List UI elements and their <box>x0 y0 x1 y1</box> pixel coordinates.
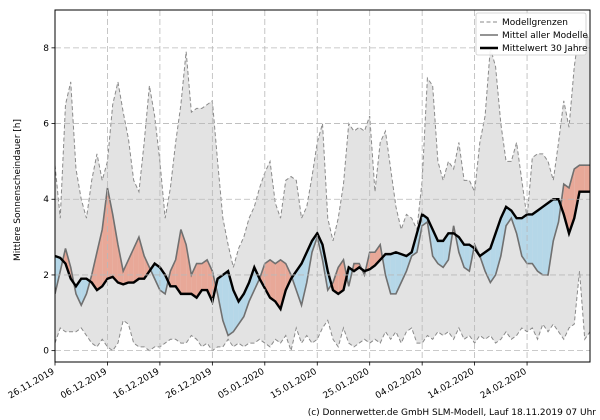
above-normal-area <box>170 259 176 287</box>
x-tick-label: 24.02.2020 <box>479 367 529 402</box>
below-normal-area <box>500 206 507 257</box>
below-normal-area <box>542 203 549 275</box>
below-normal-area <box>548 199 554 275</box>
above-normal-area <box>180 229 187 294</box>
below-normal-area <box>401 254 407 283</box>
above-normal-area <box>196 263 202 298</box>
below-normal-area <box>516 218 522 257</box>
above-normal-area <box>579 165 585 192</box>
above-normal-area <box>102 187 108 287</box>
below-normal-area <box>521 214 528 264</box>
above-normal-area <box>175 229 181 294</box>
above-normal-area <box>584 165 590 192</box>
below-normal-area <box>437 240 444 268</box>
below-normal-area <box>537 206 543 275</box>
above-normal-area <box>332 267 339 294</box>
x-tick-label: 26.11.2019 <box>7 367 57 402</box>
model-mean-line <box>55 164 590 337</box>
x-axis: 26.11.2019 06.12.2019 16.12.2019 26.12.2019… <box>7 362 529 401</box>
above-normal-area <box>338 259 344 294</box>
below-normal-area <box>553 199 559 241</box>
y-axis-label: Mittlere Sonnenscheindauer [h] <box>13 119 23 261</box>
x-tick-label: 25.01.2020 <box>322 367 372 402</box>
below-normal-area <box>527 214 533 264</box>
above-normal-area <box>138 237 145 279</box>
below-normal-area <box>390 252 396 294</box>
legend-box <box>475 12 587 56</box>
below-normal-area <box>532 210 538 272</box>
below-normal-area <box>81 278 87 306</box>
model-range-band <box>55 28 590 351</box>
legend-label: Mittelwert 30 Jahre <box>502 44 588 54</box>
y-axis: 0 2 4 6 8 <box>43 44 55 357</box>
legend: Modellgrenzen Mittel aller Modelle Mittelw… <box>475 12 588 56</box>
x-tick-label: 14.02.2020 <box>426 367 476 402</box>
below-normal-area <box>296 263 302 306</box>
plot-content <box>55 28 590 353</box>
below-normal-area <box>464 244 470 272</box>
above-normal-area <box>91 252 97 291</box>
x-tick-label: 15.01.2020 <box>269 367 319 402</box>
plot-border <box>54 9 591 363</box>
y-tick-label: 6 <box>43 120 49 130</box>
above-normal-area <box>123 259 129 285</box>
above-normal-area <box>270 259 276 302</box>
above-normal-area <box>133 237 139 283</box>
above-normal-area <box>574 165 580 219</box>
above-normal-area <box>112 214 118 283</box>
below-normal-area <box>217 274 223 321</box>
x-tick-label: 06.12.2019 <box>59 367 109 402</box>
below-normal-area <box>222 271 229 336</box>
above-normal-area <box>144 256 150 279</box>
x-tick-label: 16.12.2019 <box>112 367 162 402</box>
above-normal-area <box>280 259 286 310</box>
climate-mean-line <box>55 190 590 312</box>
legend-label: Mittel aller Modelle <box>502 31 588 41</box>
below-normal-area <box>385 254 391 294</box>
below-normal-area <box>506 206 512 226</box>
above-normal-area <box>186 244 192 294</box>
x-tick-label: 26.12.2019 <box>164 367 214 402</box>
credit-text: (c) Donnerwetter.de GmbH SLM-Modell, Lau… <box>308 408 597 418</box>
above-normal-area <box>275 259 281 310</box>
y-tick-label: 0 <box>43 347 49 357</box>
below-normal-area <box>154 263 160 291</box>
above-normal-area <box>285 263 292 291</box>
above-normal-area <box>563 184 570 234</box>
plot-frame <box>54 9 591 363</box>
below-normal-area <box>422 214 428 226</box>
y-tick-label: 2 <box>43 271 49 281</box>
x-tick-label: 05.01.2020 <box>217 367 267 402</box>
below-normal-area <box>443 233 449 268</box>
y-tick-label: 8 <box>43 44 49 54</box>
plot-area <box>55 28 590 353</box>
legend-label: Modellgrenzen <box>502 18 568 28</box>
model-lower-line <box>55 271 590 353</box>
below-normal-area <box>301 252 307 306</box>
x-tick-label: 04.02.2020 <box>374 367 424 402</box>
y-tick-label: 4 <box>43 195 49 205</box>
